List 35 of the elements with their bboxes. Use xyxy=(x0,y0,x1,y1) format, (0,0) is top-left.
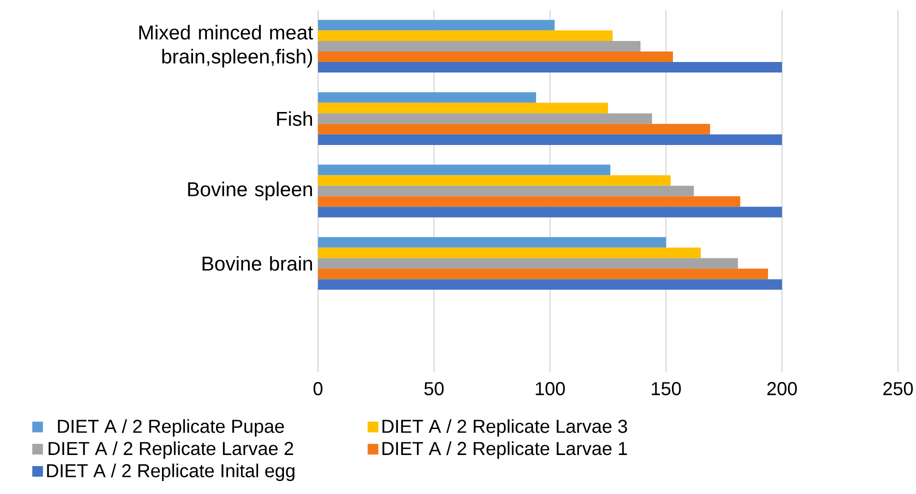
y-tick-label: Mixed minced meat brain,spleen,fish) xyxy=(139,24,314,68)
y-tick-label: Fish xyxy=(277,111,312,126)
legend-label: DIET A / 2 Replicate Larvae 1 xyxy=(382,441,627,459)
x-tick-label: 100 xyxy=(536,382,565,396)
bar xyxy=(318,279,782,290)
bar xyxy=(318,258,738,269)
x-tick-label: 250 xyxy=(883,382,913,396)
legend-label: DIET A / 2 Replicate Pupae xyxy=(58,419,284,437)
bar xyxy=(318,164,610,176)
x-tick-label: 150 xyxy=(652,382,681,396)
bar xyxy=(318,268,768,280)
legend-label: DIET A / 2 Replicate Inital egg xyxy=(47,464,294,482)
bar xyxy=(318,196,740,207)
bar xyxy=(318,175,671,186)
bar xyxy=(318,206,782,218)
bar xyxy=(318,124,710,134)
bar xyxy=(318,134,782,145)
legend-label: DIET A / 2 Replicate Larvae 3 xyxy=(382,419,628,437)
x-tick-label: 200 xyxy=(767,382,797,396)
bar xyxy=(318,248,701,258)
bar xyxy=(318,92,536,103)
bar xyxy=(318,102,608,114)
bar xyxy=(318,237,666,248)
bar xyxy=(318,30,613,41)
bar xyxy=(318,40,640,52)
y-tick-label: Bovine brain xyxy=(202,256,312,271)
legend-label: DIET A / 2 Replicate Larvae 2 xyxy=(48,441,294,459)
bar xyxy=(318,51,673,62)
x-tick-label: 0 xyxy=(314,382,322,396)
bar xyxy=(318,186,694,196)
x-tick-label: 50 xyxy=(424,382,444,396)
bar xyxy=(318,20,555,30)
y-tick-label: Bovine spleen xyxy=(188,182,312,200)
bar xyxy=(318,62,782,73)
bar xyxy=(318,113,652,124)
